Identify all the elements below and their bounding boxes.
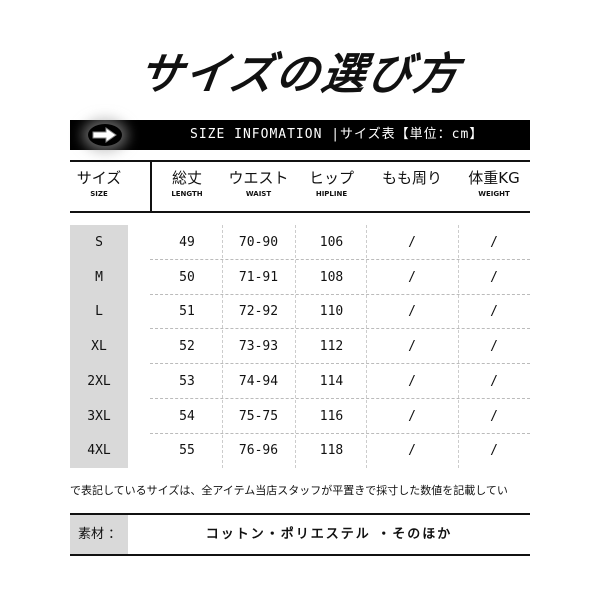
arrow-right-icon (88, 124, 122, 146)
size-note: で表記しているサイズは、全アイテム当店スタッフが平置きで採寸した数値を記載してい (70, 484, 508, 497)
header-3: ヒップ (308, 169, 354, 187)
divider (222, 225, 223, 468)
table-row: 4XL 55 76-96 118 / / (70, 433, 530, 468)
cell-thigh: / (408, 339, 416, 355)
cell-thigh: / (408, 235, 416, 250)
size-column-bg (70, 225, 128, 468)
row-divider (150, 328, 530, 330)
row-divider (150, 259, 530, 260)
divider (70, 513, 530, 515)
cell-hip: 116 (319, 408, 344, 424)
cell-waist: 75-75 (238, 408, 279, 424)
row-divider (150, 363, 530, 365)
cell-thigh: / (408, 408, 416, 424)
divider (458, 225, 459, 468)
cell-hip: 108 (319, 269, 344, 285)
cell-size: 3XL (87, 408, 111, 424)
cell-hip: 112 (319, 339, 344, 355)
cell-length: 50 (179, 269, 195, 285)
cell-length: 49 (179, 235, 195, 250)
table-row: 2XL 53 74-94 114 / / (70, 364, 530, 399)
cell-length: 55 (179, 443, 195, 459)
header-sub-3: HIPLINE (315, 190, 348, 198)
cell-length: 54 (179, 408, 195, 424)
divider (70, 160, 530, 162)
cell-weight: / (490, 339, 498, 355)
material-label: 素材 ： (70, 515, 128, 554)
cell-waist: 70-90 (238, 235, 279, 250)
cell-length: 51 (179, 304, 195, 320)
table-row: 3XL 54 75-75 116 / / (70, 399, 530, 434)
cell-weight: / (490, 408, 498, 424)
cell-weight: / (490, 373, 498, 389)
cell-hip: 118 (319, 443, 344, 459)
cell-size: M (95, 269, 103, 285)
cell-length: 53 (179, 373, 195, 389)
header-sub-1: LENGTH (171, 190, 203, 198)
divider (70, 211, 530, 213)
cell-thigh: / (408, 373, 416, 389)
material-value: コットン・ポリエステル ・そのほか (205, 527, 453, 542)
cell-size: 4XL (87, 443, 111, 459)
cell-hip: 106 (319, 235, 344, 250)
size-info-banner: SIZE INFOMATION |サイズ表【単位：cm】 (70, 120, 530, 150)
header-sub-5: WEIGHT (478, 190, 510, 198)
divider (366, 225, 367, 468)
row-divider (150, 432, 530, 434)
header-1: 総丈 (171, 169, 202, 187)
cell-thigh: / (408, 269, 416, 285)
header-5: 体重KG (468, 169, 520, 187)
cell-size: L (95, 304, 103, 320)
header-sub-0: SIZE (90, 190, 108, 198)
cell-weight: / (490, 443, 498, 459)
divider (70, 554, 530, 556)
cell-thigh: / (408, 304, 416, 320)
cell-hip: 114 (319, 373, 344, 389)
table-row: S 49 70-90 106 / / (70, 225, 530, 260)
banner-text: SIZE INFOMATION |サイズ表【単位：cm】 (190, 127, 484, 142)
cell-weight: / (490, 269, 498, 285)
header-4: もも周り (381, 169, 442, 187)
divider (295, 225, 296, 468)
divider (150, 160, 152, 212)
page-title: サイズの選び方 (135, 49, 464, 100)
cell-size: S (95, 235, 103, 250)
header-2: ウエスト (228, 169, 289, 187)
row-divider (150, 397, 530, 399)
row-divider (150, 293, 530, 295)
cell-waist: 74-94 (238, 373, 279, 389)
cell-waist: 73-93 (238, 339, 279, 355)
cell-weight: / (490, 304, 498, 320)
table-row: M 50 71-91 108 / / (70, 260, 530, 295)
cell-thigh: / (408, 443, 416, 459)
table-row: L 51 72-92 110 / / (70, 294, 530, 330)
cell-waist: 76-96 (238, 443, 279, 459)
cell-size: 2XL (87, 373, 111, 389)
cell-waist: 72-92 (238, 304, 279, 320)
header-0: サイズ (76, 169, 122, 187)
cell-waist: 71-91 (238, 269, 279, 285)
cell-hip: 110 (319, 304, 344, 320)
table-row: XL 52 73-93 112 / / (70, 329, 530, 365)
cell-length: 52 (179, 339, 195, 355)
cell-size: XL (91, 339, 107, 355)
header-sub-2: WAIST (245, 190, 272, 198)
cell-weight: / (490, 235, 498, 250)
